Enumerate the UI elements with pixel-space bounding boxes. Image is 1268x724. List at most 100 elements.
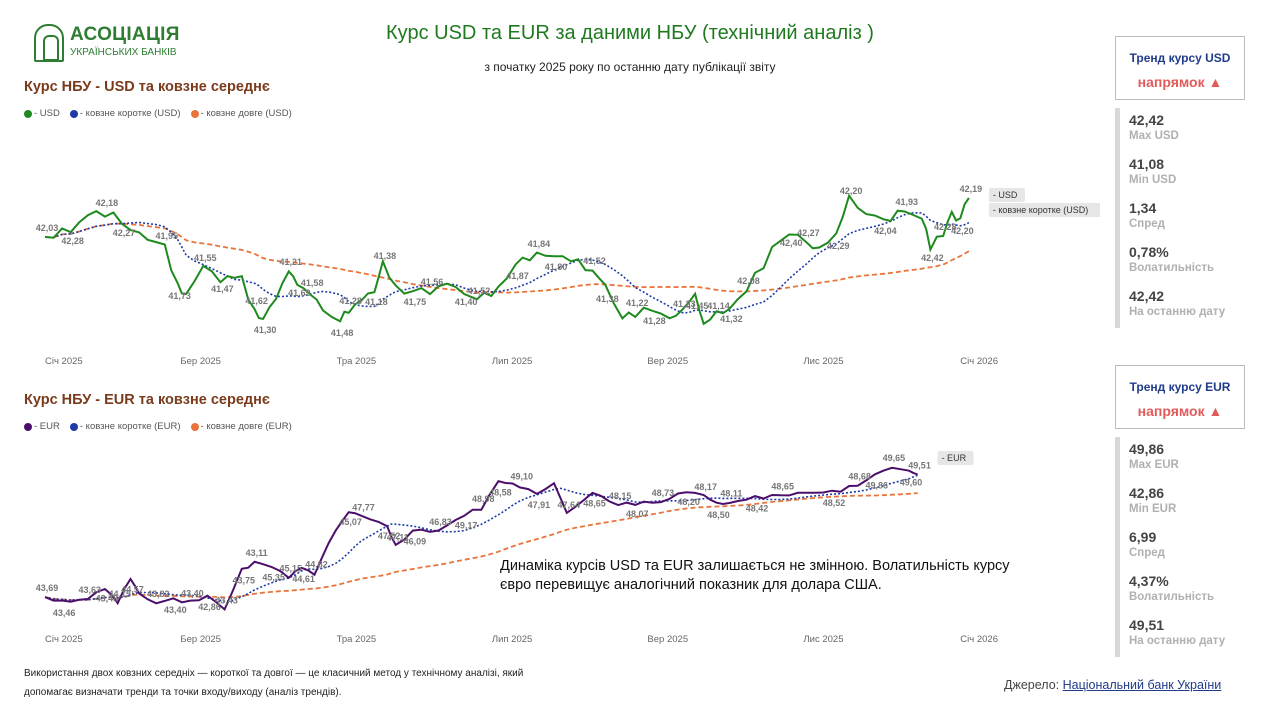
series-end-tag: - ковзне коротке (USD): [993, 205, 1088, 215]
stat-label: Волатильність: [1129, 591, 1215, 603]
eur-trend-title: Тренд курсу EUR: [1129, 380, 1231, 394]
usd-rate-line: [44, 193, 970, 326]
stat-value: 42,42: [1129, 112, 1165, 128]
eur-stat-max: 49,86 Max EUR: [1129, 437, 1245, 481]
stat-value: 0,78%: [1129, 244, 1169, 260]
data-value-label: 44,15: [108, 589, 131, 599]
x-tick-label: Лип 2025: [492, 634, 532, 645]
eur-stats-panel: 49,86 Max EUR 42,86 Min EUR 6,99 Спред 4,37…: [1115, 437, 1245, 657]
x-tick-label: Вер 2025: [647, 634, 688, 645]
x-tick-label: Січ 2025: [45, 634, 83, 645]
data-value-label: 43,82: [147, 589, 170, 599]
data-value-label: 41,21: [280, 257, 303, 267]
long-ma-legend-dot-icon: [190, 422, 199, 431]
data-value-label: 41,18: [365, 297, 388, 307]
logo-title: АСОЦІАЦІЯ: [70, 24, 180, 45]
eur-stat-last: 49,51 На останню дату: [1129, 613, 1245, 657]
usd-legend-item[interactable]: - USD: [24, 108, 60, 119]
data-value-label: 42,42: [921, 253, 944, 263]
series-end-tag-bg: [937, 451, 974, 465]
logo: АСОЦІАЦІЯ УКРАЇНСЬКИХ БАНКІВ: [34, 24, 179, 68]
data-value-label: 48,42: [746, 503, 769, 513]
series-end-tag-bg: [988, 203, 1100, 217]
stat-value: 1,34: [1129, 200, 1157, 216]
stat-label: Спред: [1129, 547, 1165, 559]
x-tick-label: Лис 2025: [803, 634, 843, 645]
usd-stat-last: 42,42 На останню дату: [1129, 284, 1245, 328]
eur-long-legend-label: - ковзне довге (EUR): [200, 421, 292, 432]
stat-value: 6,99: [1129, 529, 1157, 545]
usd-stat-spread: 1,34 Спред: [1129, 196, 1245, 240]
eur-rate-line: [44, 466, 918, 612]
data-value-label: 48,58: [489, 488, 512, 498]
eur-long-legend-item[interactable]: - ковзне довге (EUR): [190, 421, 292, 432]
usd-trend-card: Тренд курсу USD напрямок ▲: [1115, 36, 1245, 100]
data-value-label: 41,22: [626, 298, 649, 308]
data-value-label: 41,52: [583, 256, 606, 266]
usd-chart: Січ 2025 Бер 2025 Тра 2025 Лип 2025 Вер 2025…: [36, 184, 1100, 367]
source-link[interactable]: Національний банк України: [1062, 678, 1222, 692]
data-value-label: 41,48: [331, 328, 354, 338]
usd-stat-min: 41,08 Min USD: [1129, 152, 1245, 196]
data-value-label: 43,63: [79, 585, 102, 595]
data-value-label: 43,43: [215, 595, 238, 605]
eur-section-title: Курс НБУ - EUR та ковзне середнє: [24, 392, 270, 408]
data-value-label: 42,40: [780, 238, 803, 248]
x-tick-label: Тра 2025: [337, 634, 377, 645]
data-value-label: 41,47: [211, 284, 234, 294]
data-value-label: 42,04: [874, 226, 897, 236]
data-value-label: 43,69: [36, 583, 59, 593]
usd-long-legend-item[interactable]: - ковзне довге (USD): [190, 108, 292, 119]
data-value-label: 41,45: [686, 301, 709, 311]
data-value-label: 41,80: [545, 262, 568, 272]
data-value-label: 41,87: [506, 271, 529, 281]
data-value-label: 48,68: [848, 471, 871, 481]
data-value-label: 48,65: [771, 481, 794, 491]
x-tick-label: Тра 2025: [337, 356, 377, 367]
stat-value: 49,86: [1129, 441, 1165, 457]
data-value-label: 42,28: [61, 236, 84, 246]
data-value-label: 47,64: [558, 500, 581, 510]
eur-short-legend-label: - ковзне коротке (EUR): [79, 421, 181, 432]
short-ma-legend-dot-icon: [69, 109, 78, 118]
data-value-label: 41,40: [455, 297, 478, 307]
data-value-label: 41,58: [301, 278, 324, 288]
data-value-label: 43,75: [232, 575, 255, 585]
data-value-label: 42,03: [36, 223, 59, 233]
usd-short-legend-item[interactable]: - ковзне коротке (USD): [69, 108, 181, 119]
usd-trend-title: Тренд курсу USD: [1129, 51, 1231, 65]
eur-legend-dot-icon: [24, 422, 32, 431]
stat-label: На останню дату: [1129, 635, 1226, 647]
long-moving-average-line: [44, 222, 970, 294]
data-value-label: 43,46: [53, 608, 76, 618]
data-value-label: 48,11: [720, 489, 742, 499]
logo-arch-icon: [34, 24, 64, 62]
data-value-label: 41,38: [374, 251, 397, 261]
data-value-label: 41,75: [404, 297, 427, 307]
usd-stat-max: 42,42 Max USD: [1129, 108, 1245, 152]
data-value-label: 44,61: [292, 574, 315, 584]
data-value-label: 49,51: [908, 461, 931, 471]
data-value-label: 41,28: [339, 296, 362, 306]
stat-value: 42,42: [1129, 288, 1165, 304]
eur-trend-direction: напрямок ▲: [1137, 403, 1223, 419]
data-value-label: 48,50: [707, 510, 730, 520]
x-tick-label: Вер 2025: [647, 356, 688, 367]
stat-value: 41,08: [1129, 156, 1165, 172]
data-value-label: 41,62: [245, 296, 268, 306]
eur-chart: Січ 2025 Бер 2025 Тра 2025 Лип 2025 Вер 2025…: [36, 451, 998, 645]
data-value-label: 41,95: [155, 231, 178, 241]
data-value-label: 43,48: [96, 593, 119, 603]
logo-subtitle: УКРАЇНСЬКИХ БАНКІВ: [70, 47, 177, 58]
data-value-label: 41,73: [168, 291, 191, 301]
data-value-label: 41,23: [673, 299, 696, 309]
short-moving-average-line: [44, 474, 918, 603]
data-value-label: 43,40: [181, 589, 204, 599]
series-end-tag: - USD: [993, 190, 1018, 200]
page-subtitle: з початку 2025 року по останню дату публ…: [484, 60, 776, 74]
eur-short-legend-item[interactable]: - ковзне коротке (EUR): [69, 421, 181, 432]
x-tick-label: Січ 2026: [960, 356, 998, 367]
eur-legend-item[interactable]: - EUR: [24, 421, 60, 432]
data-value-label: 42,29: [827, 241, 850, 251]
data-value-label: 41,28: [643, 316, 666, 326]
